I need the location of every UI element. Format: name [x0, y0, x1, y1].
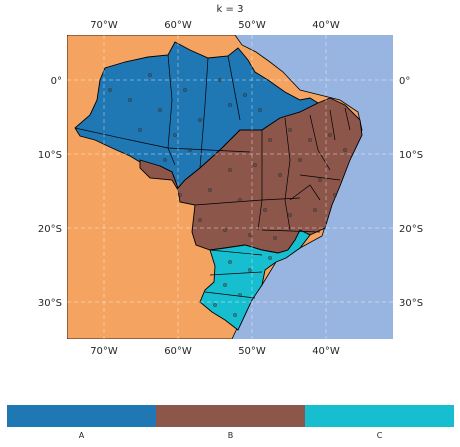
- x-tick: 50°W: [238, 346, 266, 357]
- y-tick: 20°S: [38, 224, 62, 235]
- legend-labels: A B C: [7, 431, 454, 440]
- station-points: [108, 73, 347, 317]
- legend-swatch-b: [156, 405, 305, 427]
- legend-swatch-c: [305, 405, 454, 427]
- region-cluster-c: [199, 229, 311, 331]
- legend-label-a: A: [78, 431, 85, 440]
- graticule: [67, 35, 393, 339]
- x-ticks-bottom: 70°W 60°W 50°W 40°W: [90, 346, 340, 357]
- legend-swatch-a: [7, 405, 156, 427]
- y-tick: 20°S: [399, 224, 423, 235]
- y-tick: 30°S: [399, 298, 423, 309]
- map-title: k = 3: [216, 4, 244, 15]
- y-tick: 0°: [399, 76, 410, 87]
- x-tick: 70°W: [90, 20, 118, 31]
- y-tick: 10°S: [38, 150, 62, 161]
- y-tick: 10°S: [399, 150, 423, 161]
- x-tick: 40°W: [312, 346, 340, 357]
- legend-colorbar: [7, 405, 454, 427]
- legend-label-c: C: [376, 431, 383, 440]
- y-ticks-right: 0° 10°S 20°S 30°S: [399, 76, 423, 309]
- x-tick: 70°W: [90, 346, 118, 357]
- state-borders: [74, 54, 351, 299]
- x-tick: 50°W: [238, 20, 266, 31]
- y-tick: 30°S: [38, 298, 62, 309]
- x-tick: 60°W: [164, 346, 192, 357]
- x-tick: 40°W: [312, 20, 340, 31]
- x-tick: 60°W: [164, 20, 192, 31]
- legend-label-b: B: [227, 431, 234, 440]
- y-ticks-left: 0° 10°S 20°S 30°S: [38, 76, 62, 309]
- y-tick: 0°: [51, 76, 62, 87]
- x-ticks-top: 70°W 60°W 50°W 40°W: [90, 20, 340, 31]
